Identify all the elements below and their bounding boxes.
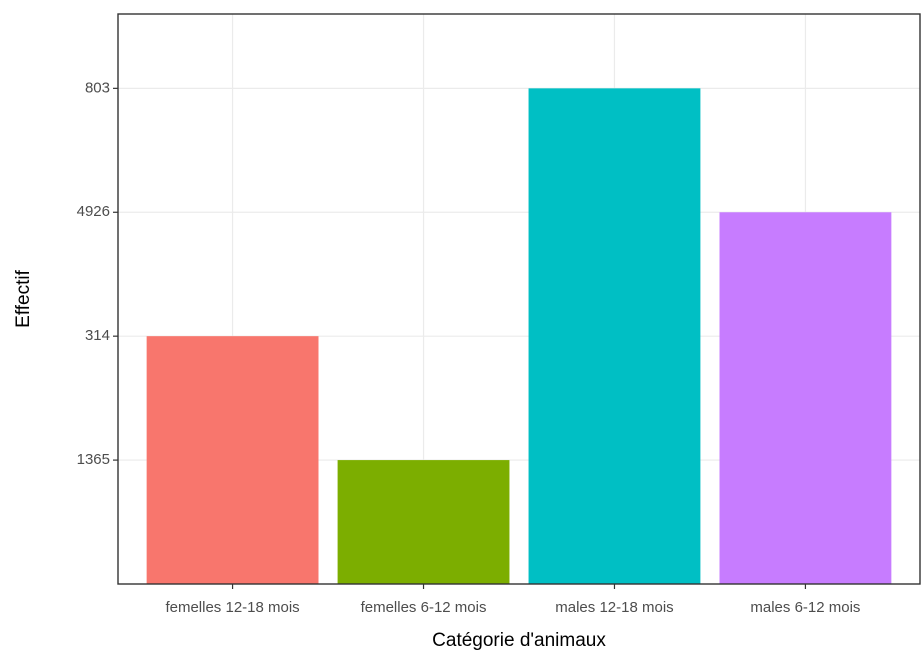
x-tick-label: femelles 6-12 mois [361,599,487,616]
y-tick-label: 4926 [77,203,110,220]
bar [528,88,701,584]
x-axis-title: Catégorie d'animaux [432,630,606,651]
x-tick-label: males 12-18 mois [555,599,673,616]
y-axis-title: Effectif [13,269,34,327]
bar [719,212,892,584]
y-tick-label: 803 [85,79,110,96]
bar [337,460,510,584]
x-tick-label: femelles 12-18 mois [165,599,299,616]
panel-border [117,13,921,585]
y-tick-label: 314 [85,327,110,344]
x-tick-label: males 6-12 mois [750,599,860,616]
bar [146,336,319,584]
y-tick-label: 1365 [77,451,110,468]
